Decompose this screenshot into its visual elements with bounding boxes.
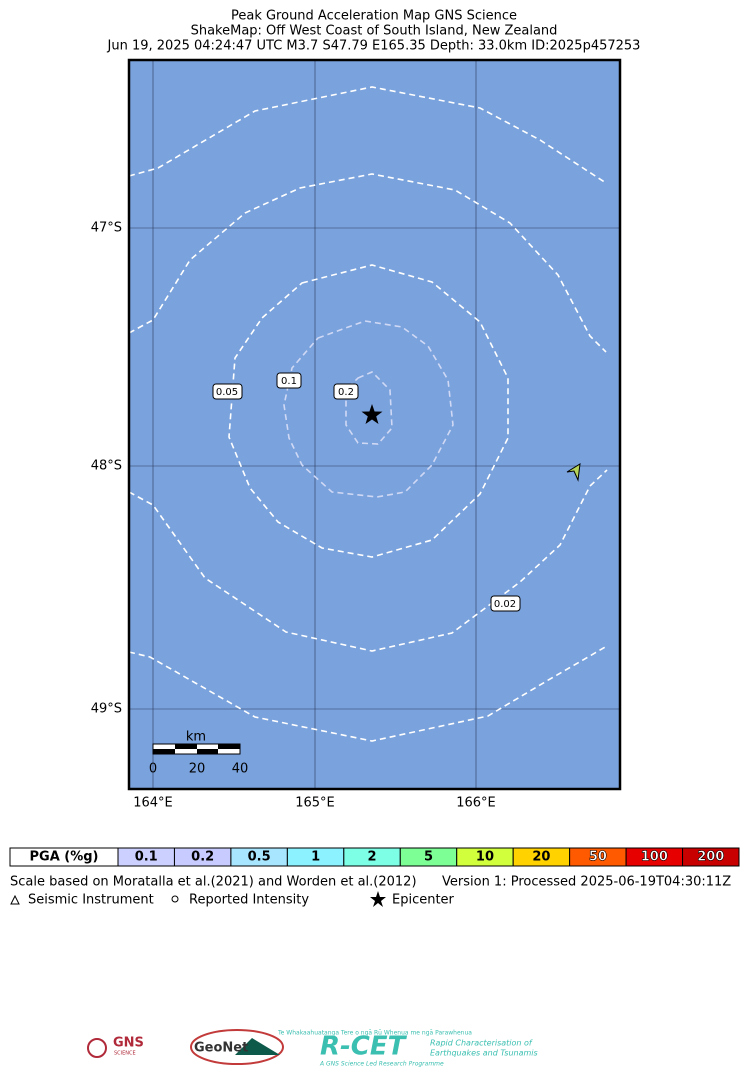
scale-unit: km — [186, 730, 206, 745]
contour-label: 0.05 — [216, 387, 238, 398]
lat-label: 47°S — [91, 221, 122, 236]
note-version: Version 1: Processed 2025-06-19T04:30:11… — [442, 875, 731, 890]
seismic-instrument — [566, 463, 581, 482]
legend-level: 100 — [641, 850, 668, 865]
symbol-label: Epicenter — [392, 893, 455, 908]
legend-level: 0.1 — [135, 850, 158, 865]
epicenter — [361, 404, 383, 424]
title-line: Peak Ground Acceleration Map GNS Science — [231, 9, 517, 24]
gns-logo: GNS — [113, 1036, 144, 1051]
symbol-label: Reported Intensity — [189, 893, 309, 908]
contour-labels: 0.05 0.1 0.2 0.02 — [212, 372, 521, 612]
legend-level: 20 — [532, 850, 550, 865]
legend-level: 10 — [476, 850, 494, 865]
rcet-line: Earthquakes and Tsunamis — [430, 1049, 538, 1058]
legend-label: PGA (%g) — [30, 850, 99, 865]
gns-sub: SCIENCE — [114, 1051, 136, 1057]
rcet-logo: R-CET — [320, 1032, 408, 1062]
rcet-line: Rapid Characterisation of — [430, 1039, 533, 1048]
epicenter-symbol — [370, 891, 386, 907]
legend-level: 5 — [424, 850, 433, 865]
legend-level: 0.5 — [248, 850, 271, 865]
scale-bar: km 0 20 40 — [149, 730, 248, 777]
title-line: Jun 19, 2025 04:24:47 UTC M3.7 S47.79 E1… — [107, 39, 641, 54]
scale-label: 0 — [149, 762, 157, 777]
contours — [128, 86, 608, 742]
lon-label: 165°E — [295, 796, 335, 811]
intensity-symbol — [171, 895, 179, 903]
instrument-symbol — [10, 894, 20, 905]
scale-label: 40 — [232, 762, 249, 777]
rcet-bottom: A GNS Science Led Research Programme — [319, 1061, 444, 1068]
legend-level: 200 — [697, 850, 724, 865]
rcet-top: Te Whakaahuatanga Tere o ngā Rū Whenua m… — [277, 1030, 472, 1037]
graticule — [129, 60, 620, 789]
lat-label: 48°S — [91, 459, 122, 474]
lon-label: 164°E — [133, 796, 173, 811]
pga-legend: PGA (%g) 0.1 0.2 0.5 1 2 5 10 20 50 100 200 — [9, 847, 740, 867]
geonet-logo: GeoNet — [194, 1041, 248, 1056]
legend-swatch — [682, 847, 740, 867]
symbol-label: Seismic Instrument — [28, 893, 154, 908]
scale-label: 20 — [189, 762, 206, 777]
contour-label: 0.1 — [281, 376, 297, 387]
logos: GNS SCIENCE GeoNet Te Whakaahuatanga Ter… — [87, 1029, 538, 1068]
contour-label: 0.2 — [338, 387, 354, 398]
legend-level: 50 — [589, 850, 607, 865]
map-frame — [127, 58, 622, 791]
lat-label: 49°S — [91, 702, 122, 717]
lon-label: 166°E — [456, 796, 496, 811]
legend-level: 0.2 — [191, 850, 214, 865]
title-line: ShakeMap: Off West Coast of South Island… — [191, 24, 558, 39]
contour-label: 0.02 — [494, 599, 516, 610]
legend-level: 2 — [368, 850, 377, 865]
legend-level: 1 — [311, 850, 320, 865]
map-area — [129, 60, 620, 789]
note-scale: Scale based on Moratalla et al.(2021) an… — [10, 875, 417, 890]
